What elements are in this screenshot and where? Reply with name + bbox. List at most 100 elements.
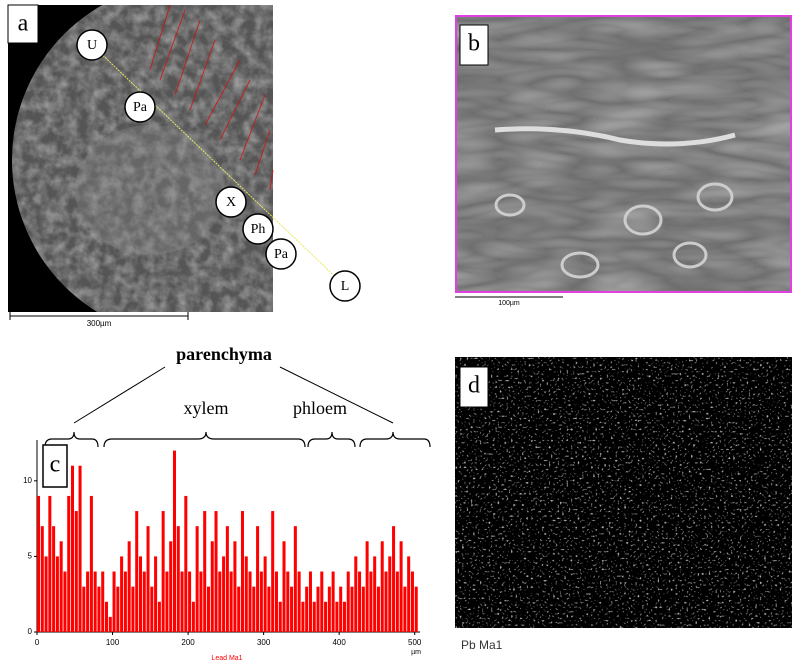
bar [335, 602, 338, 632]
x-tick-label: 400 [332, 638, 346, 647]
x-tick-label: 200 [181, 638, 195, 647]
bar [384, 572, 387, 632]
bar [226, 526, 229, 632]
bar [199, 572, 202, 632]
bar [407, 556, 410, 632]
braces [45, 432, 430, 447]
bar [56, 556, 59, 632]
bar [67, 496, 70, 632]
bar [252, 587, 255, 632]
bar [279, 602, 282, 632]
bar [271, 511, 274, 632]
bar [105, 602, 108, 632]
bar [354, 556, 357, 632]
panel-d: d Pb Ma1 [455, 357, 792, 652]
marker-label: Pa [133, 100, 148, 115]
bar [351, 587, 354, 632]
marker-label: Ph [251, 222, 266, 237]
bar [294, 526, 297, 632]
bar [97, 587, 100, 632]
bar [245, 556, 248, 632]
panel-label: a [18, 11, 29, 37]
bar [388, 556, 391, 632]
annotation: parenchyma [176, 344, 272, 364]
bar [396, 572, 399, 632]
bar [411, 572, 414, 632]
bar [362, 587, 365, 632]
bar [328, 587, 331, 632]
bar [249, 572, 252, 632]
bar [377, 587, 380, 632]
x-tick-label: 500 [408, 638, 422, 647]
bar [60, 541, 63, 632]
bar [169, 541, 172, 632]
bar [317, 587, 320, 632]
bar [347, 572, 350, 632]
bar [203, 511, 206, 632]
bar [162, 511, 165, 632]
bar [41, 526, 44, 632]
bar [143, 572, 146, 632]
bar [45, 556, 48, 632]
panel-b: b 100µm [455, 15, 792, 307]
bar [211, 541, 214, 632]
bar [63, 572, 66, 632]
bar [324, 602, 327, 632]
bar [37, 496, 40, 632]
bar [113, 572, 116, 632]
bar [381, 541, 384, 632]
bar [233, 541, 236, 632]
bar [48, 496, 51, 632]
bar [150, 587, 153, 632]
bar [188, 572, 191, 632]
bar [415, 587, 418, 632]
bar [264, 556, 267, 632]
bar [260, 572, 263, 632]
x-tick-label: 0 [35, 638, 40, 647]
bar [283, 541, 286, 632]
x-axis-label: Lead Ma1 [211, 655, 242, 662]
bar [158, 602, 161, 632]
bar [392, 526, 395, 632]
bar [128, 541, 131, 632]
bar [207, 587, 210, 632]
bar [101, 572, 104, 632]
marker-label: L [341, 279, 350, 294]
y-tick-label: 10 [23, 476, 32, 485]
bar [301, 602, 304, 632]
bar [298, 572, 301, 632]
bar [75, 511, 78, 632]
bar [320, 572, 323, 632]
bar [131, 587, 134, 632]
bar [237, 587, 240, 632]
bar [313, 602, 316, 632]
panel-label: d [468, 373, 480, 399]
bar [86, 572, 89, 632]
bar [343, 602, 346, 632]
bar [184, 496, 187, 632]
bar [400, 541, 403, 632]
annotation: xylem [184, 398, 229, 418]
x-unit: µm [411, 649, 421, 656]
marker-label: Pa [274, 247, 289, 262]
bar [181, 572, 184, 632]
bar [173, 451, 176, 632]
bar [305, 587, 308, 632]
y-tick-label: 5 [28, 552, 33, 561]
bar [94, 572, 97, 632]
bar [109, 617, 112, 632]
bar [135, 511, 138, 632]
panel-label: b [468, 31, 480, 57]
bar [339, 587, 342, 632]
bar [218, 572, 221, 632]
bar [90, 496, 93, 632]
bar [120, 556, 123, 632]
bar [286, 572, 289, 632]
bar [147, 526, 150, 632]
bar [267, 587, 270, 632]
bar [165, 572, 168, 632]
bar [332, 572, 335, 632]
bar [256, 526, 259, 632]
